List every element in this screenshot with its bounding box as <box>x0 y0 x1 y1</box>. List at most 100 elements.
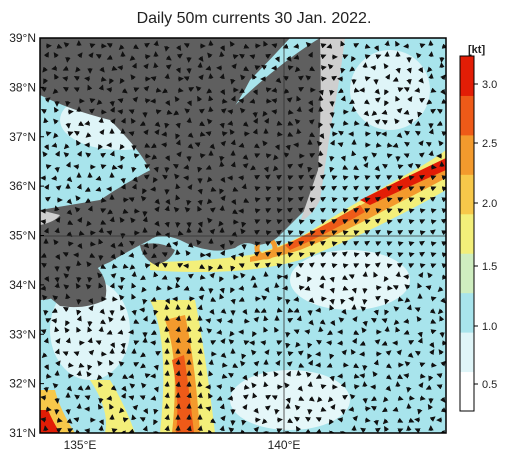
current-arrow <box>414 130 421 137</box>
current-arrow <box>187 184 193 191</box>
current-arrow <box>429 308 436 314</box>
current-arrow <box>227 109 234 115</box>
current-arrow <box>100 219 107 225</box>
current-arrow <box>439 56 445 63</box>
current-arrow <box>56 43 63 49</box>
current-arrow <box>285 144 291 151</box>
current-arrow <box>154 198 160 205</box>
current-arrow <box>143 85 150 92</box>
current-arrow <box>175 337 181 344</box>
current-arrow <box>75 195 81 202</box>
current-arrow <box>274 144 280 151</box>
current-arrow <box>106 87 113 93</box>
current-arrow <box>308 119 315 125</box>
current-arrow <box>418 174 425 181</box>
current-arrow <box>228 339 235 345</box>
current-arrow <box>97 360 103 367</box>
current-arrow <box>362 271 368 278</box>
current-arrow <box>62 76 69 82</box>
current-arrow <box>329 89 335 96</box>
current-arrow <box>318 122 324 129</box>
current-arrow <box>65 337 71 344</box>
current-arrow <box>154 261 160 268</box>
current-arrow <box>54 408 60 415</box>
current-arrow <box>263 326 269 333</box>
current-arrow <box>249 98 256 104</box>
current-arrow <box>219 89 226 96</box>
current-arrow <box>393 319 400 326</box>
current-arrow <box>195 85 202 92</box>
current-arrow <box>208 370 214 377</box>
current-arrow <box>219 122 225 129</box>
current-arrow <box>297 196 304 202</box>
current-arrow <box>153 364 159 371</box>
current-arrow <box>140 195 147 202</box>
current-arrow <box>265 98 272 104</box>
current-arrow <box>276 120 283 126</box>
lon-axis: 135°E 140°E <box>64 438 301 452</box>
current-arrow <box>41 262 48 269</box>
current-arrow <box>429 341 435 348</box>
current-arrow <box>206 328 213 334</box>
current-arrow <box>254 175 261 181</box>
current-arrow <box>54 276 60 283</box>
current-arrow <box>296 106 302 113</box>
current-arrow <box>293 329 300 335</box>
current-arrow <box>54 227 60 234</box>
current-arrow <box>43 184 50 191</box>
current-arrow <box>364 197 371 203</box>
current-arrow <box>118 361 125 367</box>
current-arrow <box>307 276 313 283</box>
current-arrow <box>298 241 305 247</box>
current-arrow <box>370 318 377 324</box>
current-arrow <box>373 271 379 278</box>
current-arrow <box>342 54 349 60</box>
current-arrow <box>397 296 404 302</box>
current-arrow <box>221 131 228 137</box>
current-arrow <box>97 143 104 150</box>
current-arrow <box>273 371 279 378</box>
current-arrow <box>274 326 280 333</box>
current-arrow <box>133 208 140 214</box>
current-arrow <box>373 359 379 366</box>
current-arrow <box>140 274 147 281</box>
current-arrow <box>175 249 181 256</box>
current-arrow <box>242 308 248 315</box>
current-arrow <box>100 76 107 82</box>
current-arrow <box>326 362 333 368</box>
current-arrow <box>239 53 246 60</box>
current-arrow <box>55 338 61 345</box>
current-arrow <box>196 239 202 246</box>
current-arrow <box>187 273 194 279</box>
current-arrow <box>220 195 226 202</box>
current-arrow <box>419 197 426 203</box>
current-arrow <box>155 285 162 291</box>
current-arrow <box>386 175 393 181</box>
current-arrow <box>419 208 426 214</box>
current-arrow <box>395 326 401 333</box>
current-arrow <box>342 230 349 236</box>
current-arrow <box>404 141 411 148</box>
current-arrow <box>120 117 126 124</box>
current-arrow <box>73 351 80 357</box>
current-arrow <box>340 40 346 47</box>
current-arrow <box>76 139 82 146</box>
current-arrow <box>403 373 410 379</box>
current-arrow <box>76 150 82 157</box>
current-arrow <box>206 176 213 183</box>
current-arrow <box>44 196 51 202</box>
current-arrow <box>349 66 356 72</box>
current-arrow <box>372 371 378 378</box>
current-arrow <box>220 140 227 147</box>
lat-label: 32°N <box>9 377 36 391</box>
current-arrow <box>164 221 170 228</box>
current-arrow <box>263 381 269 388</box>
current-arrow <box>262 371 269 378</box>
current-arrow <box>364 263 371 269</box>
current-arrow <box>131 166 137 173</box>
current-arrow <box>309 252 316 258</box>
current-arrow <box>109 282 115 289</box>
current-arrow <box>254 197 261 203</box>
current-arrow <box>427 272 433 279</box>
current-arrow <box>440 74 446 81</box>
